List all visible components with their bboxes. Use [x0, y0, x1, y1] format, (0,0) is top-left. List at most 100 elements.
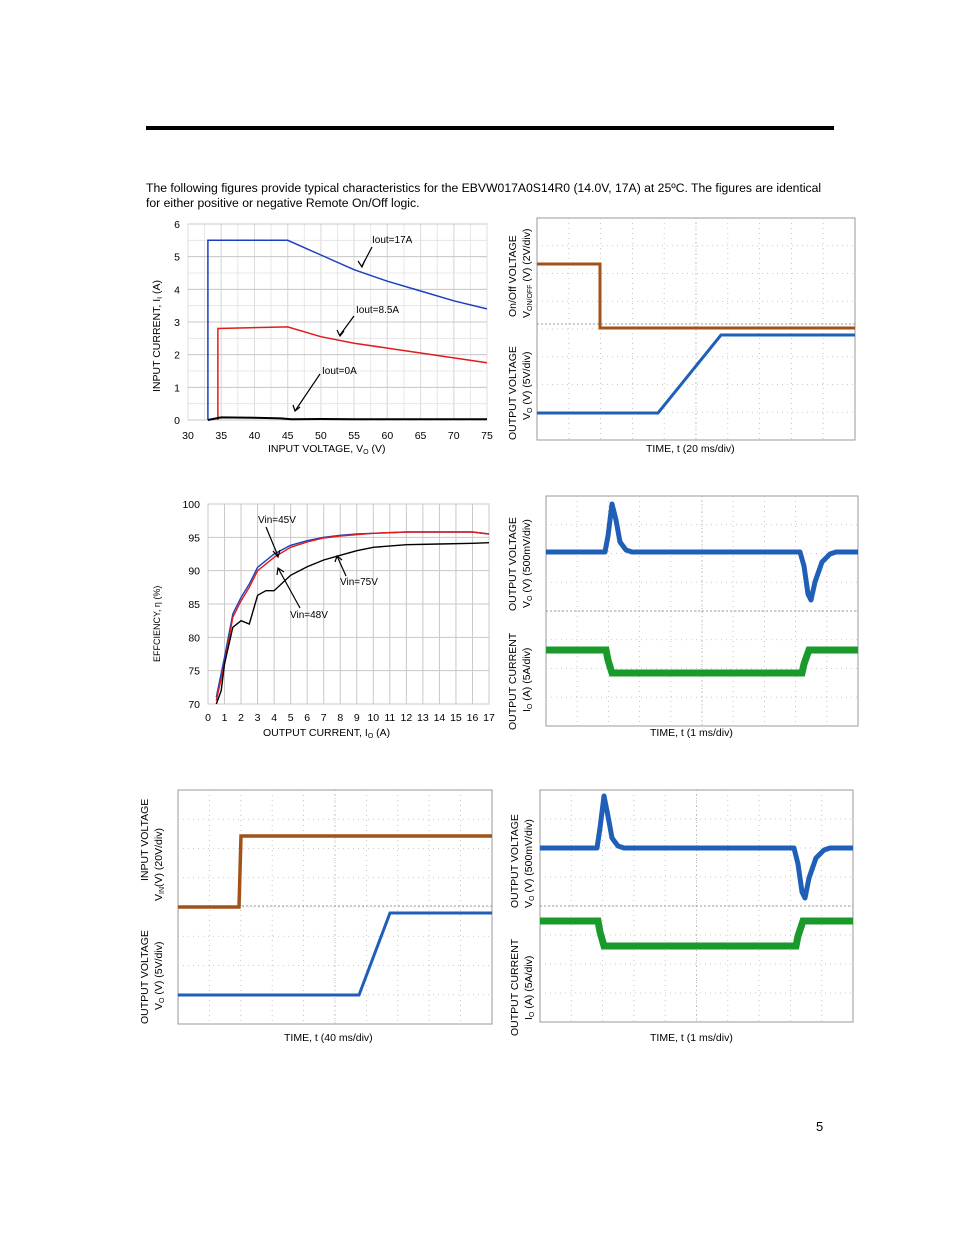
figure-load-transient-2: OUTPUT VOLTAGE VO (V) (500mV/div) OUTPUT… — [500, 788, 860, 1048]
series-line-vin-48v — [215, 531, 490, 701]
load-transient-scope-2: OUTPUT VOLTAGE VO (V) (500mV/div) OUTPUT… — [509, 789, 854, 1044]
figure-input-startup: INPUT VOLTAGE VIN(V) (20V/div) OUTPUT VO… — [136, 788, 498, 1048]
figure-onoff-startup: On/Off VOLTAGE VON/OFF (V) (2V/div) OUTP… — [500, 214, 860, 460]
x-tick-label: 11 — [384, 712, 395, 724]
vout-trace — [178, 911, 492, 997]
vout-transient-trace — [540, 793, 853, 901]
y-tick-label: 90 — [188, 566, 200, 578]
fig5-ylabel-top: INPUT VOLTAGE — [139, 799, 151, 881]
x-tick-label: 5 — [288, 712, 294, 724]
y-tick-label: 95 — [188, 532, 200, 544]
y-tick-label: 75 — [188, 666, 200, 678]
ann-iout-8-5a: Iout=8.5A — [356, 305, 399, 316]
onoff-trace — [537, 262, 855, 330]
y-tick-label: 80 — [188, 632, 200, 644]
fig4-ylabel-bot2: IO (A) (5A/div) — [521, 648, 534, 712]
fig5-xlabel: TIME, t (40 ms/div) — [284, 1032, 373, 1044]
figure-input-current: 30 35 40 45 50 55 60 65 70 75 0 1 2 3 4 5 6 Iout=17A Iou… — [140, 214, 500, 460]
fig3-xlabel: OUTPUT CURRENT, IO (A) — [263, 727, 390, 740]
y-tick-label: 0 — [174, 415, 180, 427]
iout-transient-trace — [540, 917, 853, 950]
x-tick-label: 13 — [417, 712, 429, 724]
y-tick-label: 6 — [174, 219, 180, 231]
y-tick-label: 70 — [188, 699, 200, 711]
page-number: 5 — [816, 1119, 824, 1134]
annotation-arrows — [265, 526, 347, 609]
figure-load-transient-1: OUTPUT VOLTAGE VO (V) (500mV/div) OUTPUT… — [500, 495, 860, 742]
x-tick-label: 45 — [282, 430, 294, 442]
figure-efficiency: 0 1 2 3 4 5 6 7 8 9 10 11 12 13 14 15 16 17 70 75 80 85 90 95 10… — [140, 496, 500, 742]
efficiency-chart: 0 1 2 3 4 5 6 7 8 9 10 11 12 13 14 15 16 1770758085909510… — [152, 499, 495, 740]
ann-iout-17a: Iout=17A — [372, 235, 413, 246]
input-startup-scope: INPUT VOLTAGE VIN(V) (20V/div) OUTPUT VO… — [139, 789, 493, 1044]
fig5-ylabel-bot2: VO (V) (5V/div) — [153, 942, 166, 1010]
x-tick-label: 1 — [222, 712, 228, 724]
ann-vin-75v: Vin=75V — [340, 577, 378, 588]
fig6-ylabel-top2: VO (V) (500mV/div) — [523, 819, 536, 908]
fig2-ylabel-bot: OUTPUT VOLTAGE — [507, 346, 519, 440]
x-tick-label: 35 — [215, 430, 227, 442]
fig2-ylabel-bot2: VO (V) (5V/div) — [521, 352, 534, 420]
fig6-ylabel-bot2: IO (A) (5A/div) — [523, 956, 536, 1020]
fig5-ylabel-bot: OUTPUT VOLTAGE — [139, 930, 151, 1024]
fig6-ylabel-top: OUTPUT VOLTAGE — [509, 814, 521, 908]
fig1-xlabel: INPUT VOLTAGE, VO (V) — [268, 443, 385, 456]
series-line-vin-75v — [215, 542, 490, 705]
x-tick-label: 6 — [304, 712, 310, 724]
fig6-ylabel-bot: OUTPUT CURRENT — [509, 938, 521, 1036]
x-tick-label: 4 — [271, 712, 277, 724]
fig2-ylabel-top: On/Off VOLTAGE — [507, 235, 519, 317]
y-tick-label: 2 — [174, 350, 180, 362]
header-rule — [146, 126, 834, 130]
x-tick-label: 14 — [434, 712, 446, 724]
fig4-xlabel: TIME, t (1 ms/div) — [650, 727, 733, 739]
x-tick-label: 75 — [481, 430, 493, 442]
x-tick-label: 65 — [415, 430, 427, 442]
x-tick-label: 15 — [450, 712, 462, 724]
fig4-ylabel-bot: OUTPUT CURRENT — [507, 632, 519, 730]
fig3-ylabel: EFFCIENCY, η (%) — [152, 586, 162, 662]
x-tick-label: 17 — [483, 712, 495, 724]
y-tick-label: 85 — [188, 599, 200, 611]
x-tick-label: 9 — [354, 712, 360, 724]
series-line-iout-0a — [207, 416, 487, 421]
ann-iout-0a: Iout=0A — [322, 366, 357, 377]
vout-trace — [537, 333, 855, 415]
y-tick-label: 100 — [182, 499, 200, 511]
y-tick-label: 3 — [174, 317, 180, 329]
ann-vin-48v: Vin=48V — [290, 610, 328, 621]
y-tick-label: 4 — [174, 284, 180, 296]
fig1-ylabel: INPUT CURRENT, II (A) — [151, 280, 164, 392]
x-tick-label: 7 — [321, 712, 327, 724]
series-line-iout-8-5a — [217, 326, 488, 420]
iout-transient-trace — [546, 646, 858, 677]
x-tick-label: 30 — [182, 430, 194, 442]
x-tick-label: 8 — [337, 712, 343, 724]
ann-vin-45v: Vin=45V — [258, 515, 296, 526]
fig2-ylabel-top2: VON/OFF (V) (2V/div) — [521, 229, 534, 318]
onoff-startup-scope: On/Off VOLTAGE VON/OFF (V) (2V/div) OUTP… — [507, 217, 856, 455]
x-tick-label: 60 — [381, 430, 393, 442]
x-tick-label: 2 — [238, 712, 244, 724]
annotation-arrows — [292, 246, 373, 413]
vin-trace — [178, 834, 492, 909]
x-tick-label: 12 — [401, 712, 413, 724]
y-tick-label: 1 — [174, 382, 180, 394]
intro-paragraph: The following figures provide typical ch… — [146, 181, 822, 210]
fig2-xlabel: TIME, t (20 ms/div) — [646, 443, 735, 455]
fig5-ylabel-top2: VIN(V) (20V/div) — [153, 828, 166, 901]
fig6-xlabel: TIME, t (1 ms/div) — [650, 1032, 733, 1044]
x-tick-label: 50 — [315, 430, 327, 442]
y-tick-label: 5 — [174, 252, 180, 264]
fig4-ylabel-top2: VO (V) (500mV/div) — [521, 519, 534, 608]
load-transient-scope-1: OUTPUT VOLTAGE VO (V) (500mV/div) OUTPUT… — [507, 495, 859, 739]
x-tick-label: 40 — [249, 430, 261, 442]
x-tick-label: 70 — [448, 430, 460, 442]
x-tick-label: 0 — [205, 712, 211, 724]
series-line-iout-17a — [207, 239, 488, 420]
fig4-ylabel-top: OUTPUT VOLTAGE — [507, 517, 519, 611]
vout-transient-trace — [546, 501, 858, 603]
x-tick-label: 3 — [255, 712, 261, 724]
x-tick-label: 16 — [467, 712, 479, 724]
